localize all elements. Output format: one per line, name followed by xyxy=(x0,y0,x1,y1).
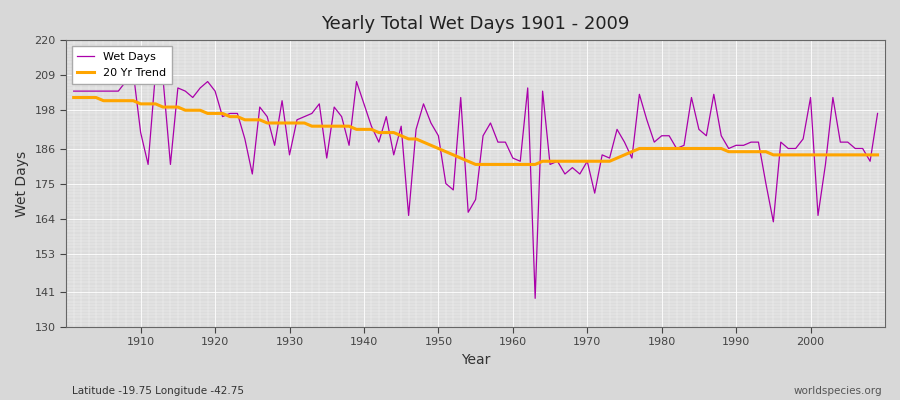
Wet Days xyxy=(135,130,146,135)
X-axis label: Year: Year xyxy=(461,353,491,367)
20 Yr Trend xyxy=(872,152,883,157)
Title: Yearly Total Wet Days 1901 - 2009: Yearly Total Wet Days 1901 - 2009 xyxy=(321,15,630,33)
Legend: Wet Days, 20 Yr Trend: Wet Days, 20 Yr Trend xyxy=(72,46,172,84)
Y-axis label: Wet Days: Wet Days xyxy=(15,150,29,217)
Wet Days xyxy=(515,159,526,164)
20 Yr Trend xyxy=(508,162,518,167)
Wet Days xyxy=(872,111,883,116)
Text: Latitude -19.75 Longitude -42.75: Latitude -19.75 Longitude -42.75 xyxy=(72,386,244,396)
Line: Wet Days: Wet Days xyxy=(74,72,878,298)
Wet Days xyxy=(68,89,79,94)
20 Yr Trend xyxy=(470,162,481,167)
Wet Days xyxy=(508,156,518,160)
20 Yr Trend xyxy=(337,124,347,128)
20 Yr Trend xyxy=(604,159,615,164)
20 Yr Trend xyxy=(515,162,526,167)
Wet Days xyxy=(530,296,541,301)
Line: 20 Yr Trend: 20 Yr Trend xyxy=(74,98,878,164)
20 Yr Trend xyxy=(128,98,139,103)
Text: worldspecies.org: worldspecies.org xyxy=(794,386,882,396)
Wet Days xyxy=(612,127,623,132)
20 Yr Trend xyxy=(292,120,302,125)
20 Yr Trend xyxy=(68,95,79,100)
Wet Days xyxy=(344,143,355,148)
Wet Days xyxy=(299,114,310,119)
Wet Days xyxy=(128,70,139,74)
